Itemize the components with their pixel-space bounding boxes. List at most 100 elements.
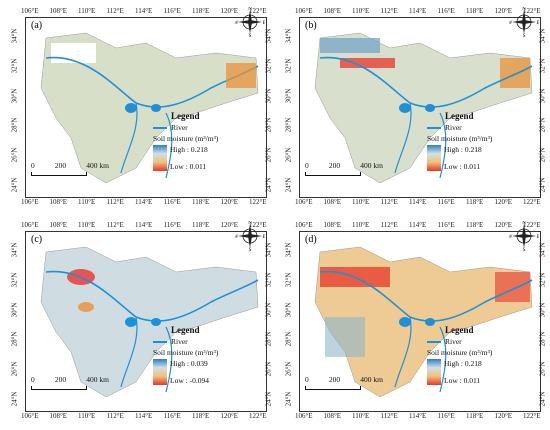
x-tick-label: 122°E bbox=[249, 198, 267, 206]
y-tick-label: 24°N bbox=[10, 391, 19, 407]
river-branch bbox=[394, 102, 412, 174]
x-tick-label: 114°E bbox=[135, 7, 153, 15]
y-tick-label: 30°N bbox=[284, 88, 293, 104]
y-tick-label: 34°N bbox=[284, 28, 293, 44]
x-tick-label: 112°E bbox=[106, 7, 124, 15]
legend-river: River bbox=[427, 123, 517, 132]
low-value: Low : 0.011 bbox=[444, 376, 481, 385]
legend: Legend River Soil moisture (m³/m³) High … bbox=[427, 325, 517, 385]
basin-map bbox=[314, 32, 533, 184]
compass-icon: N S E W bbox=[509, 7, 539, 37]
lake bbox=[151, 318, 161, 326]
x-tick-label: 116°E bbox=[163, 198, 181, 206]
color-ramp-bar bbox=[427, 359, 441, 385]
x-tick-label: 114°E bbox=[409, 7, 427, 15]
y-tick-label: 26°N bbox=[264, 361, 273, 377]
x-tick-label: 118°E bbox=[192, 221, 210, 229]
scale-line bbox=[305, 386, 361, 390]
legend-title: Legend bbox=[171, 325, 200, 335]
x-tick-label: 120°E bbox=[220, 198, 239, 206]
dry-patch bbox=[340, 58, 395, 68]
lake bbox=[399, 317, 411, 327]
river-branch bbox=[120, 102, 138, 174]
scale-bar: 0 200 400 km bbox=[305, 375, 385, 390]
x-tick-label: 122°E bbox=[523, 412, 541, 420]
scale-bar: 0 200 400 km bbox=[31, 375, 111, 390]
y-tick-label: 30°N bbox=[538, 88, 547, 104]
compass-icon: N S E W bbox=[509, 221, 539, 251]
svg-text:N: N bbox=[248, 221, 252, 226]
map-panel-a: (a) Legend River Soil moisture (m³/m³) H… bbox=[3, 3, 273, 213]
soil-moisture-label: Soil moisture (m³/m³) bbox=[153, 134, 219, 143]
high-value: High : 0.218 bbox=[170, 145, 208, 154]
x-tick-label: 114°E bbox=[409, 221, 427, 229]
map-panel-b: (b) Legend River Soil moisture (m³/m³) H… bbox=[277, 3, 547, 213]
y-tick-label: 24°N bbox=[284, 391, 293, 407]
scale-200: 200 bbox=[54, 375, 67, 384]
x-tick-label: 106°E bbox=[295, 198, 313, 206]
y-tick-label: 28°N bbox=[264, 331, 273, 347]
y-tick-label: 30°N bbox=[10, 302, 19, 318]
panel-label: (b) bbox=[305, 20, 317, 31]
y-tick-label: 30°N bbox=[264, 302, 273, 318]
x-tick-label: 116°E bbox=[437, 7, 455, 15]
y-tick-label: 34°N bbox=[538, 242, 547, 258]
lake bbox=[399, 103, 411, 113]
lake bbox=[425, 104, 435, 112]
soil-moisture-label: Soil moisture (m³/m³) bbox=[153, 348, 219, 357]
x-tick-label: 112°E bbox=[380, 7, 398, 15]
scale-200: 200 bbox=[328, 375, 341, 384]
scale-line bbox=[305, 172, 361, 176]
compass-icon: N S E W bbox=[235, 7, 265, 37]
y-tick-label: 34°N bbox=[10, 242, 19, 258]
x-tick-label: 112°E bbox=[380, 221, 398, 229]
color-ramp: High : 0.039 Low : -0.094 bbox=[153, 359, 243, 385]
river-label: River bbox=[445, 123, 462, 132]
x-tick-label: 110°E bbox=[78, 7, 96, 15]
x-tick-label: 120°E bbox=[494, 198, 513, 206]
x-tick-label: 122°E bbox=[523, 221, 541, 229]
y-tick-label: 26°N bbox=[10, 147, 19, 163]
panel-label: (a) bbox=[31, 20, 43, 31]
y-tick-label: 30°N bbox=[538, 302, 547, 318]
legend: Legend River Soil moisture (m³/m³) High … bbox=[153, 325, 243, 385]
x-tick-label: 108°E bbox=[49, 198, 68, 206]
scale-200: 200 bbox=[328, 161, 341, 170]
x-tick-label: 120°E bbox=[494, 7, 513, 15]
scale-0: 0 bbox=[305, 375, 309, 384]
x-tick-label: 108°E bbox=[323, 412, 342, 420]
lake bbox=[425, 318, 435, 326]
x-tick-label: 108°E bbox=[323, 221, 342, 229]
x-tick-label: 116°E bbox=[437, 198, 455, 206]
basin-map bbox=[314, 246, 533, 398]
scale-0: 0 bbox=[31, 375, 35, 384]
y-tick-label: 34°N bbox=[10, 28, 19, 44]
y-tick-label: 30°N bbox=[284, 302, 293, 318]
x-tick-label: 108°E bbox=[49, 412, 68, 420]
scale-400: 400 km bbox=[360, 161, 383, 170]
map-panel-c: (c) Legend River Soil moisture (m³/m³) H… bbox=[3, 217, 273, 427]
river-branch bbox=[120, 316, 138, 388]
y-tick-label: 32°N bbox=[264, 272, 273, 288]
x-tick-label: 116°E bbox=[163, 221, 181, 229]
map-frame bbox=[25, 231, 267, 412]
x-tick-label: 120°E bbox=[220, 221, 239, 229]
x-tick-label: 112°E bbox=[380, 198, 398, 206]
y-tick-label: 26°N bbox=[538, 361, 547, 377]
river-label: River bbox=[171, 337, 188, 346]
color-ramp-bar bbox=[427, 145, 441, 171]
svg-text:W: W bbox=[235, 21, 239, 26]
map-frame bbox=[25, 17, 267, 198]
y-tick-label: 28°N bbox=[284, 331, 293, 347]
legend-title: Legend bbox=[445, 111, 474, 121]
soil-moisture-label: Soil moisture (m³/m³) bbox=[427, 134, 493, 143]
y-tick-label: 34°N bbox=[264, 242, 273, 258]
color-ramp-bar bbox=[153, 145, 167, 171]
legend-title: Legend bbox=[445, 325, 474, 335]
svg-text:S: S bbox=[523, 34, 526, 37]
color-ramp: High : 0.218 Low : 0.011 bbox=[153, 145, 243, 171]
y-tick-label: 30°N bbox=[10, 88, 19, 104]
high-value: High : 0.218 bbox=[444, 145, 482, 154]
svg-text:E: E bbox=[262, 235, 265, 240]
x-tick-label: 106°E bbox=[295, 221, 313, 229]
